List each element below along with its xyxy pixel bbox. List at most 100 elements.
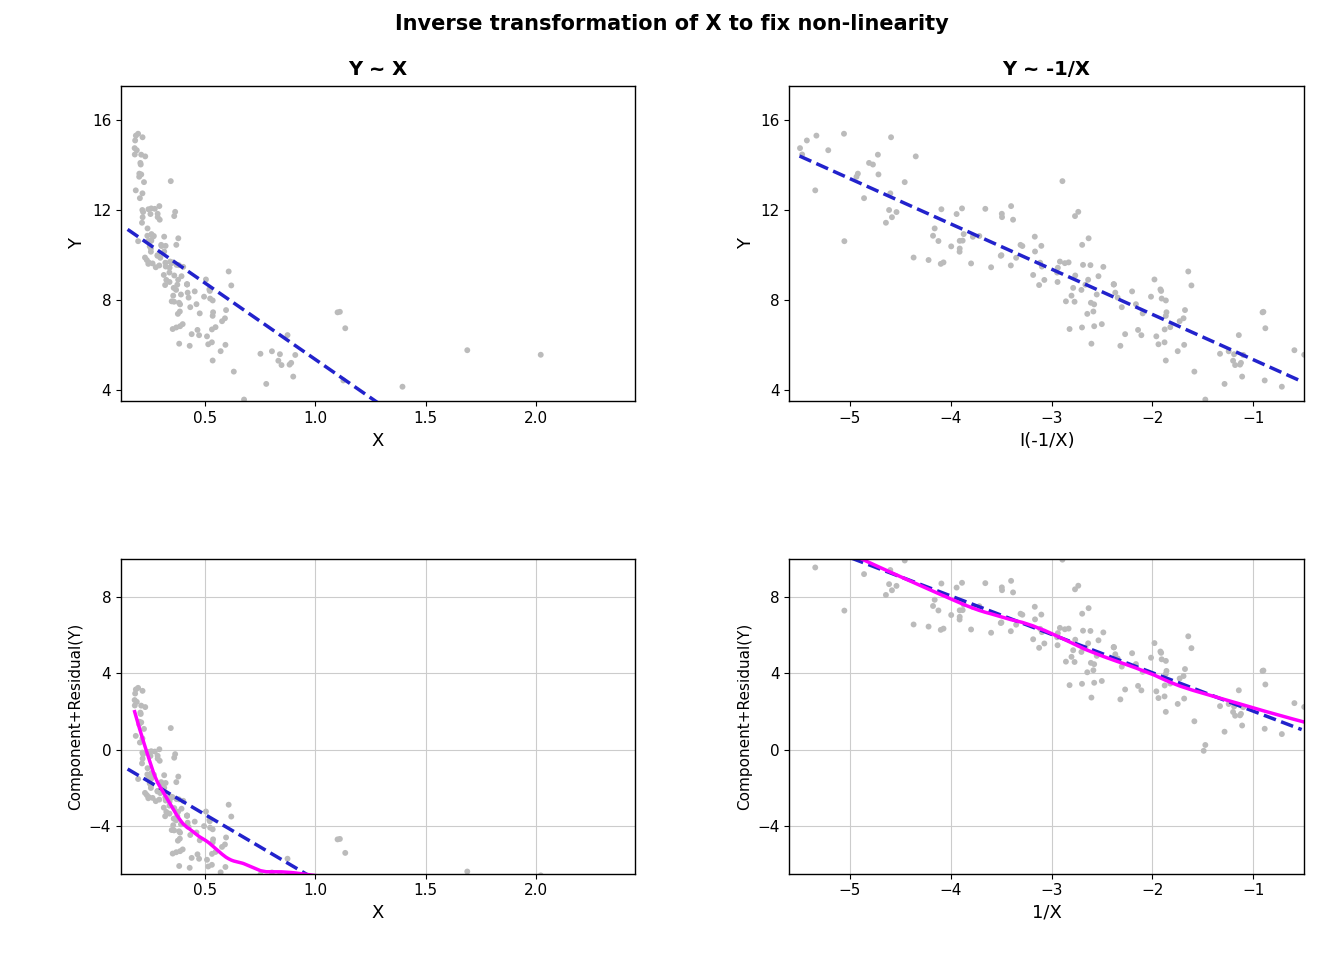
Point (1214, 724, 1235, 739)
Point (1055, 294, 1077, 309)
Point (1193, 743, 1215, 758)
Point (1034, 273, 1055, 288)
Point (1091, 317, 1113, 332)
Point (126, 694, 148, 709)
Point (1251, 663, 1273, 679)
Point (177, 290, 199, 305)
Point (176, 276, 198, 292)
Point (140, 233, 161, 249)
Point (961, 255, 982, 271)
Point (949, 612, 970, 627)
Point (168, 336, 190, 351)
Point (180, 300, 202, 315)
Point (140, 778, 161, 793)
Point (1177, 264, 1199, 279)
Point (1047, 637, 1068, 653)
Point (140, 241, 161, 256)
Point (141, 771, 163, 786)
Point (457, 343, 478, 358)
Point (176, 276, 198, 292)
Point (146, 751, 168, 766)
Point (1050, 620, 1071, 636)
Point (179, 338, 200, 353)
Point (159, 794, 180, 809)
Point (923, 592, 945, 608)
Point (1251, 304, 1273, 320)
Point (886, 578, 907, 593)
Point (974, 575, 996, 590)
Point (1047, 275, 1068, 290)
Point (1103, 276, 1125, 292)
Point (164, 750, 185, 765)
Point (196, 852, 218, 868)
Point (144, 744, 165, 759)
Point (215, 337, 237, 352)
Point (234, 392, 255, 407)
Y-axis label: Y: Y (737, 238, 755, 250)
Point (149, 785, 171, 801)
Point (953, 597, 974, 612)
Point (163, 288, 184, 303)
Point (124, 140, 145, 156)
Point (1064, 582, 1086, 597)
Point (933, 621, 954, 636)
Point (269, 867, 290, 882)
Point (880, 515, 902, 530)
Point (530, 868, 551, 883)
Point (1028, 277, 1050, 293)
Point (167, 277, 188, 293)
Point (1067, 204, 1089, 220)
Point (140, 748, 161, 763)
Point (1223, 347, 1245, 362)
Point (270, 876, 292, 892)
Point (1254, 372, 1275, 388)
Point (952, 201, 973, 216)
Point (125, 128, 146, 143)
Point (789, 524, 810, 540)
Point (202, 335, 223, 350)
Point (168, 769, 190, 784)
Point (188, 327, 210, 343)
Point (1210, 347, 1231, 362)
Point (792, 147, 813, 162)
Point (136, 787, 157, 803)
Point (1034, 636, 1055, 651)
Point (1193, 398, 1215, 414)
Point (160, 720, 181, 735)
Point (137, 256, 159, 272)
Point (142, 229, 164, 245)
Point (1253, 304, 1274, 320)
Point (1000, 199, 1021, 214)
Point (1271, 379, 1293, 395)
Point (124, 147, 145, 162)
Point (1231, 369, 1253, 384)
Point (1071, 237, 1093, 252)
Point (195, 272, 216, 287)
Point (1232, 348, 1254, 363)
Point (1293, 699, 1314, 714)
Point (1107, 651, 1129, 666)
Point (1140, 289, 1161, 304)
Point (796, 132, 817, 148)
Point (171, 287, 192, 302)
Point (278, 876, 300, 892)
Point (859, 537, 880, 552)
Point (952, 603, 973, 618)
Point (992, 583, 1013, 598)
Point (220, 809, 242, 825)
Point (1150, 283, 1172, 299)
Point (149, 212, 171, 228)
Point (1107, 290, 1129, 305)
Point (1228, 327, 1250, 343)
Point (1023, 632, 1044, 647)
Point (1230, 707, 1251, 722)
Point (142, 228, 164, 244)
Point (165, 813, 187, 828)
Title: Y ~ -1/X: Y ~ -1/X (1003, 60, 1090, 80)
Point (863, 156, 884, 172)
Point (1173, 311, 1195, 326)
Point (1087, 633, 1109, 648)
Point (1060, 288, 1082, 303)
Point (792, 529, 813, 544)
Point (949, 603, 970, 618)
